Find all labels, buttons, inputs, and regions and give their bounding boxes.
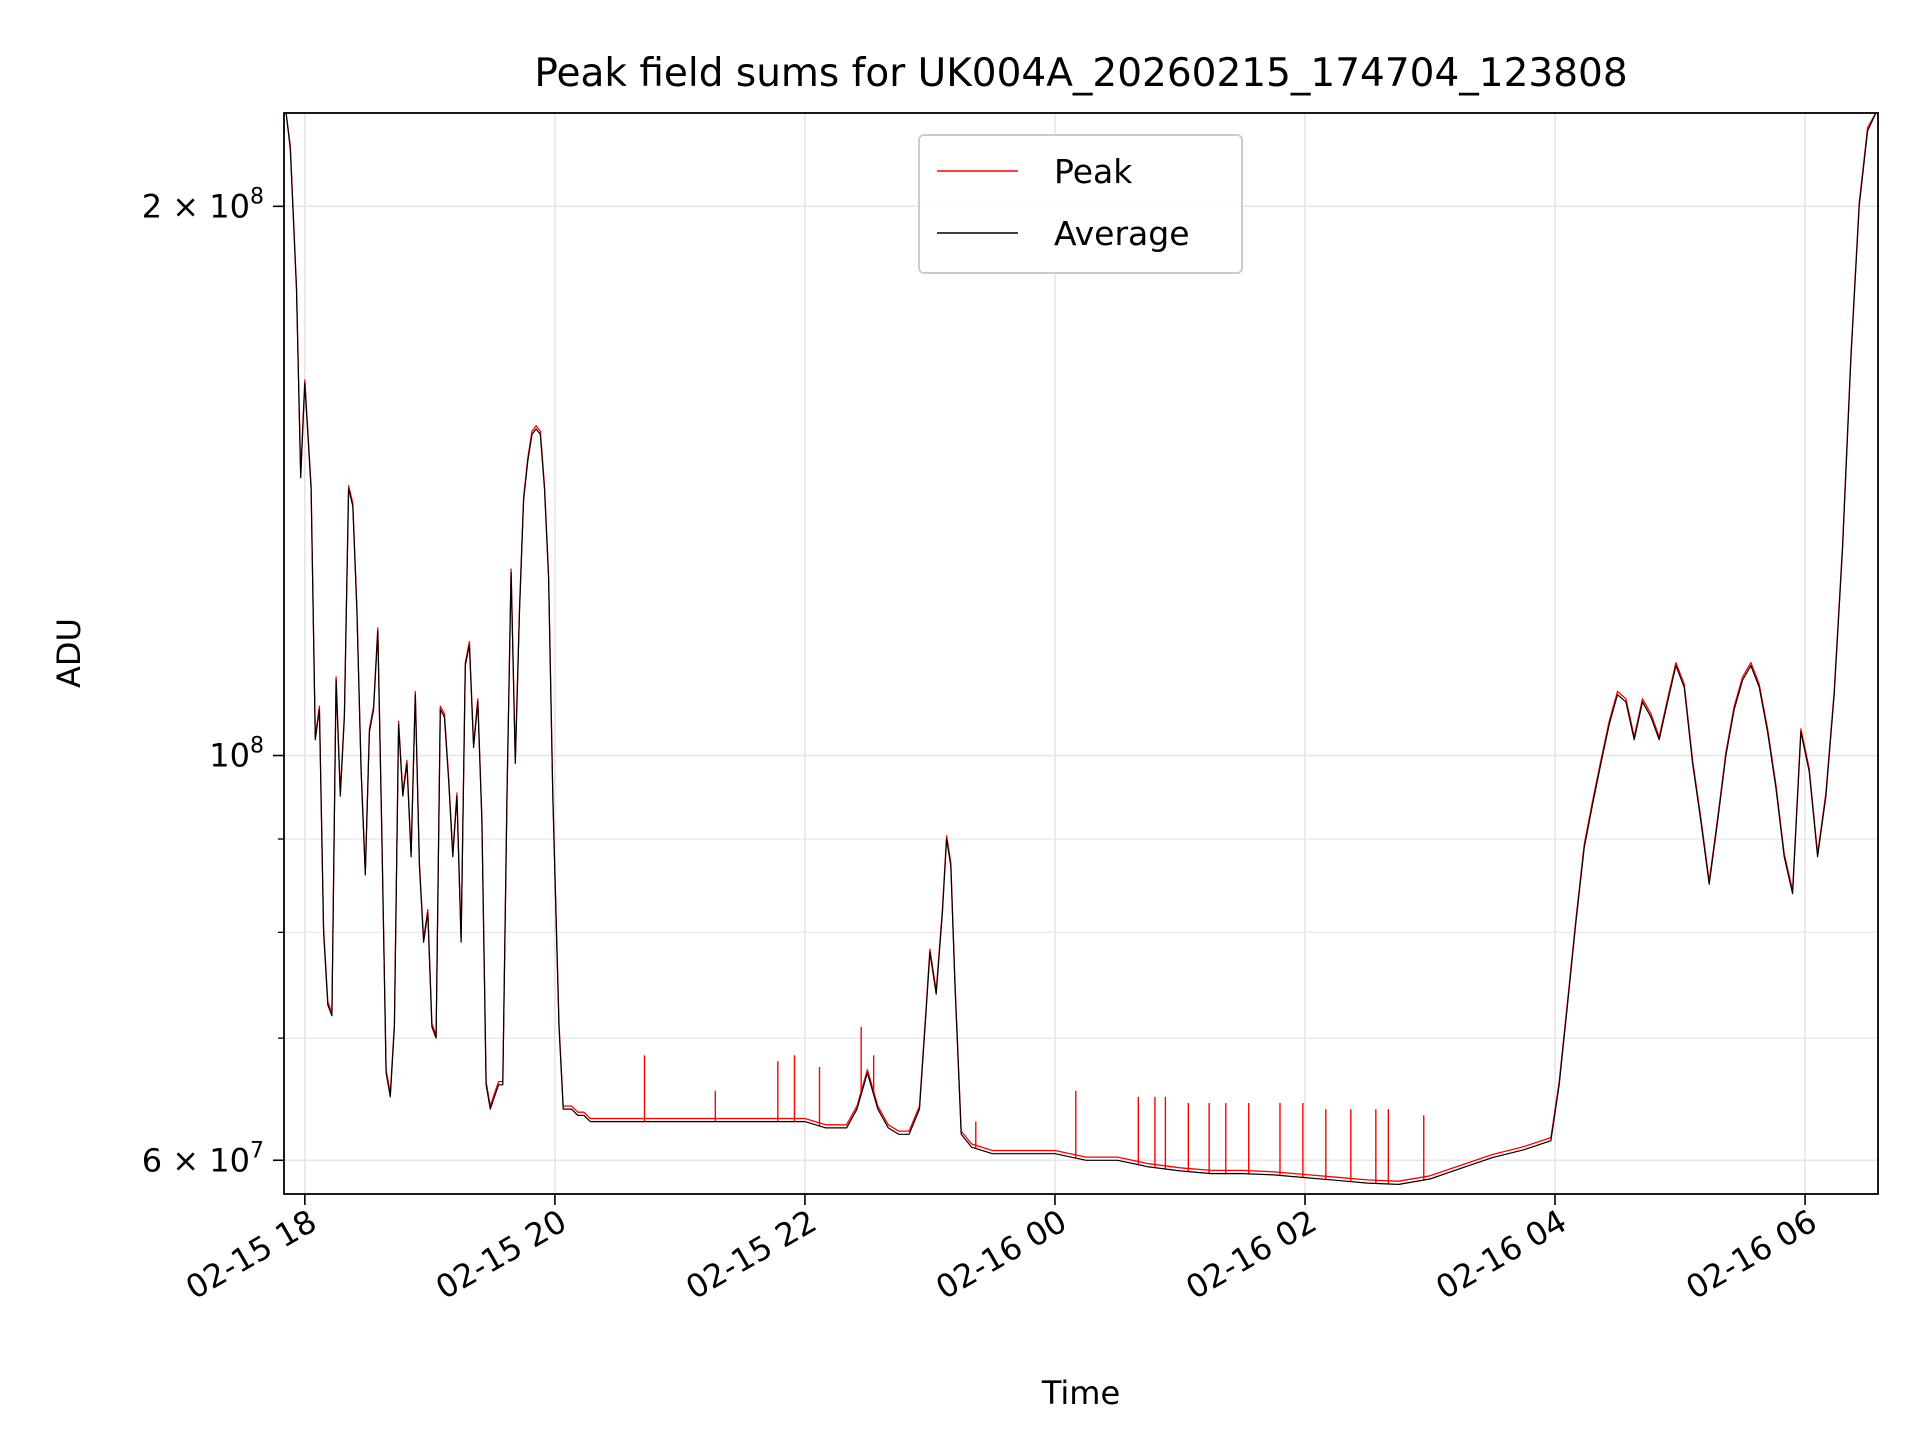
legend-label-peak: Peak <box>1054 152 1133 191</box>
legend-box <box>918 134 1243 274</box>
chart-title: Peak field sums for UK004A_20260215_1747… <box>534 51 1627 96</box>
plot-series <box>285 112 1877 1186</box>
series-line-average <box>285 112 1877 1186</box>
y-tick-label: 6 × 107 <box>142 1138 264 1179</box>
peak-spikes <box>643 1026 1425 1184</box>
y-tick-exponent: 8 <box>250 734 264 759</box>
y-tick-label: 2 × 108 <box>142 184 264 225</box>
x-axis-label: Time <box>1041 1374 1120 1412</box>
plot-frame <box>283 112 1879 1195</box>
legend: Peak Average <box>918 134 1243 274</box>
y-axis-label: ADU <box>50 618 88 688</box>
y-tick-exponent: 8 <box>250 184 264 209</box>
y-tick-exponent: 7 <box>250 1138 264 1163</box>
legend-label-average: Average <box>1054 214 1190 253</box>
